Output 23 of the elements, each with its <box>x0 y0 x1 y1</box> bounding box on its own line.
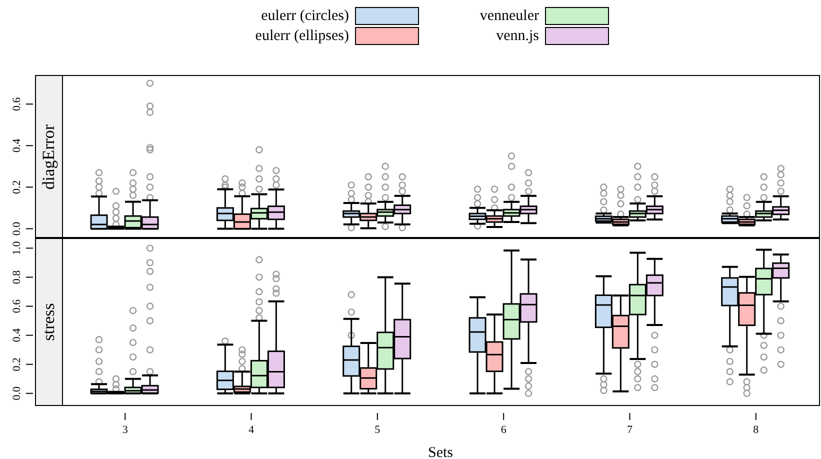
x-tick-label: 4 <box>248 424 254 436</box>
y-tick-label: 0.8 <box>11 270 23 284</box>
y-tick-label: 0.4 <box>11 138 23 152</box>
y-tick-label: 0.2 <box>11 357 23 372</box>
legend-label: venn.js <box>495 28 539 44</box>
x-tick-label: 6 <box>500 424 507 436</box>
legend-label: eulerr (ellipses) <box>254 28 349 44</box>
x-axis-title: Sets <box>428 445 454 459</box>
y-tick-label: 1.0 <box>11 240 23 256</box>
x-tick-label: 5 <box>374 424 381 436</box>
y-axis-title: stress <box>39 303 59 341</box>
x-tick-label: 8 <box>753 424 760 436</box>
y-tick-label: 0.0 <box>11 221 23 236</box>
y-tick-label: 0.0 <box>11 386 23 400</box>
x-tick-label: 3 <box>122 424 128 436</box>
legend-label: venneuler <box>478 8 539 24</box>
x-tick-label: 7 <box>627 424 633 436</box>
y-tick-label: 0.4 <box>11 328 23 342</box>
legend-label: eulerr (circles) <box>260 8 349 24</box>
y-axis-title: diagError <box>39 124 59 190</box>
y-tick-label: 0.6 <box>11 96 23 111</box>
y-tick-label: 0.6 <box>11 298 23 314</box>
y-tick-label: 0.2 <box>11 180 23 194</box>
